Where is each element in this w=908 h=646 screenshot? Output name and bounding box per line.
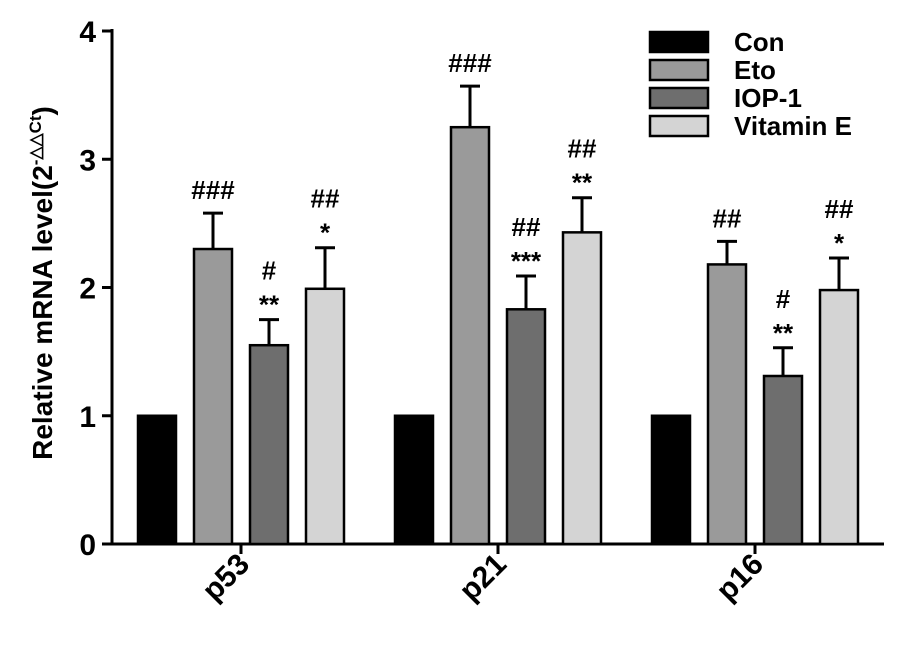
significance-label: ** (572, 168, 593, 198)
significance-label: ## (512, 212, 541, 242)
significance-label: ## (713, 203, 742, 233)
legend-label-vitamin-e: Vitamin E (734, 111, 852, 141)
error-bars-layer (203, 84, 849, 376)
y-axis-label-superscript: -△△Ct (26, 115, 45, 165)
bar-con-p53 (136, 414, 178, 546)
y-tick-label: 4 (79, 16, 96, 49)
bar-vitamin-e-p53 (304, 287, 346, 546)
bar-iop-1-p21 (505, 308, 547, 546)
significance-label: ## (568, 134, 597, 164)
bar-con-p16 (650, 414, 692, 546)
y-axis-label-close: ) (27, 106, 58, 115)
bar-vitamin-e-p16 (818, 288, 860, 546)
x-category-label-p53: p53 (196, 548, 256, 608)
significance-label: ** (773, 318, 794, 348)
legend-swatch-con (648, 30, 710, 54)
significance-label: * (320, 218, 331, 248)
bar-iop-1-p53 (248, 343, 290, 546)
legend-swatch-iop-1 (648, 86, 710, 110)
y-tick-label: 0 (79, 529, 96, 562)
y-axis-label: Relative mRNA level(2-△△Ct) (26, 106, 58, 460)
significance-label: * (834, 228, 845, 258)
bar-vitamin-e-p21 (561, 231, 603, 546)
bar-con-p21 (393, 414, 435, 546)
x-category-label-p16: p16 (710, 548, 770, 608)
bars-layer (136, 125, 860, 546)
significance-label: ** (259, 290, 280, 320)
significance-label: ## (311, 184, 340, 214)
significance-label: # (262, 256, 277, 286)
significance-label: # (776, 284, 791, 314)
bar-iop-1-p16 (762, 374, 804, 546)
significance-label: ### (191, 175, 235, 205)
legend-swatch-vitamin-e (648, 114, 710, 138)
y-tick-label: 2 (79, 273, 96, 306)
legend-label-eto: Eto (734, 55, 776, 85)
legend-label-iop-1: IOP-1 (734, 83, 802, 113)
significance-label: ### (448, 48, 492, 78)
y-tick-label: 3 (79, 144, 96, 177)
x-category-label-p21: p21 (453, 548, 513, 608)
significance-label: *** (511, 246, 542, 276)
bar-eto-p16 (706, 263, 748, 546)
bar-eto-p21 (449, 125, 491, 546)
legend-label-con: Con (734, 27, 785, 57)
legend-swatch-eto (648, 58, 710, 82)
y-tick-label: 1 (79, 401, 96, 434)
y-axis-label-main: Relative mRNA level(2 (27, 165, 58, 460)
bar-eto-p53 (192, 247, 234, 546)
significance-label: ## (825, 194, 854, 224)
significance-layer: #########**##***#**##*##**##* (191, 48, 854, 348)
